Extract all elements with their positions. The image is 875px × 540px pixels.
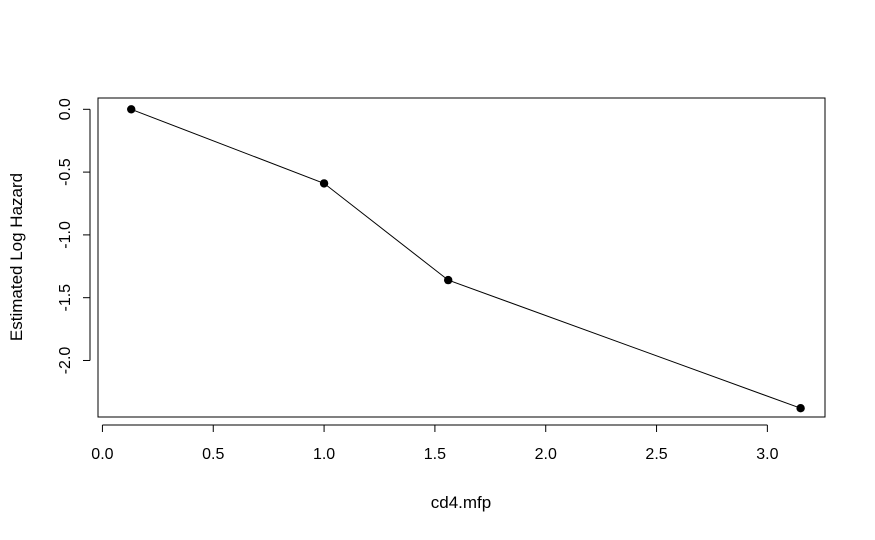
data-point <box>319 179 329 188</box>
plot-area-border <box>97 97 826 418</box>
x-tick-label: 0.0 <box>91 446 113 463</box>
y-tick-label: -2.0 <box>57 347 74 375</box>
y-tick-label: -1.0 <box>57 221 74 249</box>
x-tick-label: 2.5 <box>645 446 667 463</box>
y-tick-label: -1.5 <box>57 284 74 312</box>
data-point <box>796 404 805 413</box>
x-tick-label: 1.5 <box>424 446 446 463</box>
data-point <box>127 105 136 114</box>
x-axis-label: cd4.mfp <box>431 493 491 512</box>
y-axis: 0.0 -0.5 -1.0 -1.5 -2.0 <box>57 98 91 375</box>
x-tick-label: 0.5 <box>202 446 224 463</box>
data-point <box>444 275 453 285</box>
x-tick-label: 1.0 <box>313 446 335 463</box>
series-line <box>131 108 801 409</box>
series-layer <box>127 105 805 413</box>
y-tick-label: -0.5 <box>57 158 74 186</box>
y-tick-label: 0.0 <box>57 98 74 120</box>
x-tick-label: 2.0 <box>535 446 557 463</box>
x-axis: 0.0 0.5 1.0 1.5 2.0 2.5 3.0 <box>91 424 779 463</box>
x-tick-label: 3.0 <box>756 446 778 463</box>
y-axis-label: Estimated Log Hazard <box>7 173 26 341</box>
